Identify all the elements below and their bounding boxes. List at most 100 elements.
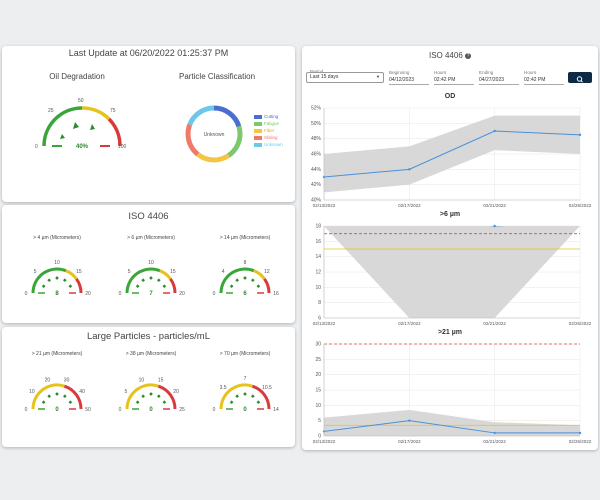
confidence-band xyxy=(324,115,580,193)
lp-gauge-2-tick-3: 10.5 xyxy=(262,385,272,391)
oil-degradation-title: Oil Degradation xyxy=(49,72,105,81)
x-tick-label: 02/26/2022 xyxy=(569,203,592,208)
x-tick-label: 02/21/2022 xyxy=(483,439,506,444)
od-tick-75: 75 xyxy=(110,108,116,114)
y-tick-label: 30 xyxy=(315,342,321,348)
trend-chart-title-0: OD xyxy=(444,93,456,100)
iso-trend-title: ISO 4406 xyxy=(428,51,463,60)
data-point[interactable] xyxy=(493,431,496,435)
period-select[interactable]: Last 15 days ▼ xyxy=(306,72,384,83)
iso-gauge-0-tick-0: 0 xyxy=(25,291,28,297)
beginning-label: Beginning xyxy=(389,70,410,75)
data-point[interactable] xyxy=(493,224,496,228)
y-tick-label: 10 xyxy=(315,403,321,409)
lp-gauge-1: 0 5 10 15 20 25 0 xyxy=(119,378,185,413)
y-tick-label: 48% xyxy=(311,136,322,142)
particle-legend: Cutting Fatigue Fiber Sliding Unknown xyxy=(254,114,283,149)
particle-donut-chart: Unknown xyxy=(185,105,243,163)
data-point[interactable] xyxy=(578,431,582,435)
ending-input[interactable]: 04/27/2023 xyxy=(479,77,505,83)
x-tick-label: 02/13/2022 xyxy=(313,203,336,208)
x-tick-label: 02/17/2022 xyxy=(398,439,421,444)
period-label: Period xyxy=(310,69,324,74)
lp-gauge-0-value: 0 xyxy=(55,407,59,413)
trend-plot-0: 40% 42% 44% 46% 48% 50% 52% 02/13/2022 02/17/202… xyxy=(311,106,592,209)
iso-gauge-2-value: 6 xyxy=(243,291,247,297)
hour-start-label: Hours xyxy=(434,70,447,75)
hour-start-input[interactable]: 02:42 PM xyxy=(434,77,456,83)
y-tick-label: 15 xyxy=(315,388,321,394)
lp-gauge-2: 0 3.5 7 10.5 14 0 xyxy=(213,376,279,413)
data-point[interactable] xyxy=(408,419,411,422)
lp-gauge-1-tick-0: 0 xyxy=(119,407,122,413)
y-tick-label: 5 xyxy=(318,418,321,424)
lp-gauge-label-0: > 21 µm (Micrometers) xyxy=(31,351,83,357)
last-update-label: Last Update at 06/20/2022 01:25:37 PM xyxy=(68,48,229,58)
large-particles-card: Large Particles - particles/mL > 21 µm (… xyxy=(2,327,295,447)
trend-chart-0: OD 40% 42% 44% 46% 48% 50% 52% 02/13/2022 02/17/2… xyxy=(302,93,598,209)
iso-trend-card: ISO 4406 ? Period Last 15 days ▼ Beginni… xyxy=(302,46,598,450)
lp-gauge-1-tick-4: 20 xyxy=(173,389,179,395)
lp-gauge-1-tick-2: 10 xyxy=(139,378,145,384)
x-tick-label: 02/21/2022 xyxy=(483,321,506,326)
lp-gauge-0-tick-2: 20 xyxy=(45,378,51,384)
data-point[interactable] xyxy=(578,133,582,137)
x-tick-label: 02/13/2022 xyxy=(313,321,336,326)
data-point[interactable] xyxy=(408,168,411,171)
iso-gauge-1-value: 7 xyxy=(149,291,153,297)
confidence-band xyxy=(324,409,580,436)
hour-end-input[interactable]: 02:42 PM xyxy=(524,77,546,83)
hour-end-label: Hours xyxy=(524,70,537,75)
trend-plot-1: 6 8 10 12 14 16 18 02/13/2022 02/17/2022 02/21/20… xyxy=(313,224,592,327)
search-button[interactable] xyxy=(568,72,592,83)
lp-gauge-0: 0 10 20 30 40 50 0 xyxy=(25,378,91,413)
legend-item-fatigue: Fatigue xyxy=(254,121,283,126)
iso-gauge-1: 0 5 10 15 20 7 xyxy=(119,260,185,297)
lp-gauge-2-tick-0: 0 xyxy=(213,407,216,413)
lp-gauge-1-tick-1: 5 xyxy=(125,389,128,395)
legend-item-unknown: Unknown xyxy=(254,142,283,147)
iso-gauge-1-tick-2: 10 xyxy=(148,260,154,266)
trend-chart-title-1: >6 µm xyxy=(439,211,461,218)
lp-gauge-2-tick-4: 14 xyxy=(273,407,279,413)
iso-gauge-2-tick-1: 4 xyxy=(222,269,225,275)
data-point[interactable] xyxy=(493,129,496,133)
lp-gauge-2-value: 0 xyxy=(243,407,247,413)
x-tick-label: 02/17/2022 xyxy=(398,321,421,326)
od-value: 40% xyxy=(76,144,89,150)
iso-gauge-0-tick-4: 20 xyxy=(85,291,91,297)
y-tick-label: 46% xyxy=(311,152,322,158)
help-circle-icon[interactable]: ? xyxy=(465,52,472,59)
summary-card: Last Update at 06/20/2022 01:25:37 PM Oi… xyxy=(2,46,295,202)
y-tick-label: 12 xyxy=(315,270,321,276)
legend-item-fiber: Fiber xyxy=(254,128,283,133)
oil-degradation-gauge: 0 25 50 75 100 40% xyxy=(35,98,127,150)
y-tick-label: 20 xyxy=(315,372,321,378)
iso-gauge-0-tick-2: 10 xyxy=(54,260,60,266)
iso-gauge-0-value: 8 xyxy=(55,291,59,297)
od-tick-100: 100 xyxy=(118,144,127,150)
legend-item-cutting: Cutting xyxy=(254,114,283,119)
x-tick-label: 02/17/2022 xyxy=(398,203,421,208)
y-tick-label: 18 xyxy=(315,224,321,230)
iso-gauge-2-tick-4: 16 xyxy=(273,291,279,297)
period-value: Last 15 days xyxy=(310,74,339,80)
iso-gauge-0-tick-1: 5 xyxy=(34,269,37,275)
iso-gauge-1-tick-4: 20 xyxy=(179,291,185,297)
series-line xyxy=(489,226,506,227)
y-tick-label: 40% xyxy=(311,198,322,204)
y-tick-label: 8 xyxy=(318,300,321,306)
x-tick-label: 02/26/2022 xyxy=(569,321,592,326)
iso-gauge-0: 0 5 10 15 20 8 xyxy=(25,260,91,297)
od-tick-50: 50 xyxy=(78,98,84,104)
beginning-input[interactable]: 04/12/2023 xyxy=(389,77,415,83)
y-tick-label: 50% xyxy=(311,121,322,127)
y-tick-label: 44% xyxy=(311,167,322,173)
lp-gauge-label-2: > 70 µm (Micrometers) xyxy=(219,351,271,357)
lp-gauge-2-tick-2: 7 xyxy=(244,376,247,382)
lp-gauge-1-tick-5: 25 xyxy=(179,407,185,413)
iso-gauge-1-tick-3: 15 xyxy=(170,269,176,275)
y-tick-label: 0 xyxy=(318,434,321,440)
iso-gauge-2-tick-2: 8 xyxy=(244,260,247,266)
iso-gauge-2: 0 4 8 12 16 6 xyxy=(213,260,279,297)
